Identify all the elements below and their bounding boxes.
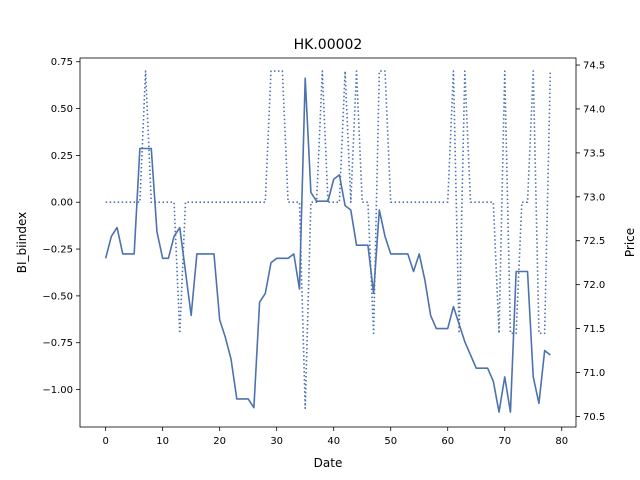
y-left-tick-label: 0.00 (51, 198, 73, 209)
y-right-tick-label: 74.0 (583, 104, 605, 115)
y-right-tick-label: 73.5 (583, 148, 605, 159)
series-line-right-solid (104, 77, 551, 413)
x-tick-label: 0 (102, 436, 108, 447)
x-tick-label: 10 (156, 436, 169, 447)
y-left-tick-label: −1.00 (42, 385, 73, 396)
x-tick-label: 20 (213, 436, 226, 447)
y-left-tick-label: −0.50 (42, 291, 73, 302)
y-left-tick-label: 0.75 (51, 57, 73, 68)
x-tick-label: 60 (441, 436, 454, 447)
x-axis: 0 10 20 30 40 50 60 70 80 (102, 427, 568, 447)
plot-lines (104, 70, 552, 413)
y-right-tick-label: 72.0 (583, 280, 605, 291)
y-right-tick-label: 71.0 (583, 368, 605, 379)
x-tick-label: 80 (555, 436, 568, 447)
y-axis-right: 74.5 74.0 73.5 73.0 72.5 72.0 71.5 71.0 70.5 (576, 61, 605, 423)
x-tick-label: 50 (384, 436, 397, 447)
y-right-tick-label: 74.5 (583, 61, 605, 72)
y-right-tick-label: 71.5 (583, 324, 605, 335)
y-right-tick-label: 70.5 (583, 412, 605, 423)
x-axis-label: Date (314, 456, 343, 470)
x-tick-label: 40 (327, 436, 340, 447)
y-right-tick-label: 72.5 (583, 236, 605, 247)
y-left-tick-label: −0.25 (42, 245, 73, 256)
y-left-tick-label: −0.75 (42, 338, 73, 349)
plot-frame (79, 57, 577, 428)
x-tick-label: 70 (498, 436, 511, 447)
y-left-tick-label: 0.25 (51, 151, 73, 162)
y-axis-left: 0.75 0.50 0.25 0.00 −0.25 −0.50 −0.75 −1.00 (42, 57, 80, 396)
y-right-tick-label: 73.0 (583, 192, 605, 203)
x-tick-label: 30 (270, 436, 283, 447)
y-left-tick-label: 0.50 (51, 104, 73, 115)
chart-title: HK.00002 (294, 37, 363, 53)
y-axis-left-label: BI_biindex (15, 212, 29, 274)
y-axis-right-label: Price (623, 228, 637, 257)
